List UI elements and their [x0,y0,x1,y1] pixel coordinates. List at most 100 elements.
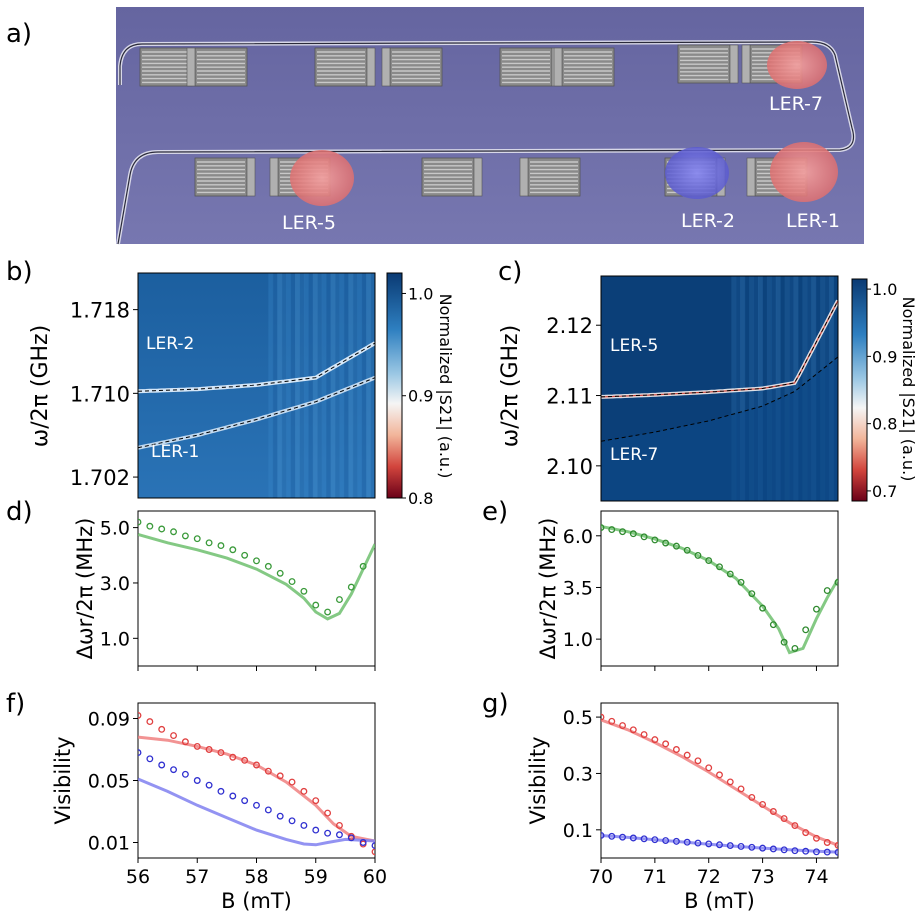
y-axis-label: Δωr/2π (MHz) [73,518,97,660]
data-point-blue [264,806,272,814]
y-tick-label: 2.12 [546,314,593,338]
data-point-red [241,756,249,764]
heatmap-c-y-ticks: 2.12 2.11 2.10 [546,314,601,479]
x-tick-label: 57 [185,866,209,888]
heatmap-c-annot-ler7: LER-7 [610,445,658,465]
data-point [324,608,332,616]
data-point-red [336,822,343,829]
data-point-blue [170,766,177,774]
label-ler-2: LER-2 [681,210,735,232]
data-point [759,604,767,612]
data-point-blue [312,826,320,834]
colorbar-tick-label: 0.7 [872,482,897,501]
highlight-ler-1 [770,142,838,202]
data-point-blue [802,847,810,855]
data-point-red [205,746,213,753]
data-point-red [158,725,166,733]
heatmap-column [793,276,799,501]
data-point [748,590,756,598]
data-point [170,528,177,536]
data-point-blue [737,842,745,850]
data-point-blue [181,770,189,778]
data-point [193,535,201,543]
data-point-blue [705,840,713,848]
colorbar-c-ticks: 1.0 0.9 0.8 0.7 [867,280,897,501]
data-point-red [672,746,680,753]
data-point-red [288,778,296,786]
data-point-blue [640,835,648,843]
x-tick-label: 56 [126,866,150,888]
data-point-blue [288,817,296,825]
colorbar-b-ticks: 1.0 0.9 0.8 [402,284,433,508]
heatmap-column [784,276,790,501]
highlight-ler-5 [290,150,354,206]
data-point-red [229,753,237,761]
plot-frame [137,510,376,667]
panel-label-a: a) [6,19,32,49]
x-tick-label: 58 [244,866,268,888]
y-tick-label: 1.0 [100,628,130,650]
y-tick-label: 2.10 [546,455,593,479]
data-point-blue [276,812,284,820]
data-point-blue [823,848,831,856]
data-point [662,539,670,547]
data-point-blue [662,837,670,844]
y-tick-label: 0.3 [563,763,593,785]
data-point [705,557,713,565]
y-tick-label: 3.5 [563,577,593,599]
data-point-red [146,718,154,726]
data-point [146,522,154,530]
data-point-red [276,772,284,780]
colorbar-tick-label: 0.9 [408,387,433,406]
label-ler-1: LER-1 [786,210,840,232]
resonator-comb [519,157,581,197]
heatmap-column [277,273,283,498]
y-tick-label: 0.1 [563,820,593,842]
data-point-red [705,764,713,772]
data-point-blue [672,837,680,845]
y-tick-label: 5.0 [100,518,130,540]
data-point-red [193,742,201,750]
data-point-blue [158,761,166,769]
heatmap-column [780,276,786,501]
data-point-red [324,809,332,817]
y-tick-label: 3.0 [100,573,130,595]
label-ler-7: LER-7 [769,93,823,115]
data-point [813,605,820,613]
y-tick-label: 1.0 [563,629,593,651]
colorbar-tick-label: 0.8 [872,415,897,434]
data-point-red [834,841,838,849]
y-tick-label: 0.05 [88,771,130,793]
heatmap-c-ylabel: ω/2π (GHz) [498,325,523,447]
data-point-red [683,751,691,759]
data-point-red [640,731,648,739]
data-point-red [629,726,637,734]
data-point [276,569,284,577]
data-point-red [651,736,659,744]
data-point [608,526,616,534]
data-point-red [253,761,260,769]
highlight-ler-7 [767,41,827,89]
colorbar-tick-label: 1.0 [408,284,433,303]
data-point-blue [619,833,626,841]
data-point [780,638,788,646]
fit-line [138,533,375,621]
data-point [312,601,320,609]
data-point [359,562,367,570]
data-point-blue [146,755,154,763]
heatmap-column [335,273,340,498]
x-tick-label: 60 [363,866,387,888]
data-point-blue [138,749,142,757]
data-point [694,551,702,559]
heatmap-column [343,273,349,498]
fit-line [601,525,838,655]
panel-label-b: b) [6,257,33,287]
resonator-comb [381,47,443,87]
data-point-blue [834,848,838,856]
data-point-red [823,839,831,846]
resonator-comb [314,47,376,87]
data-point-blue [324,829,332,837]
data-point-red [769,808,777,815]
data-point [823,587,831,595]
